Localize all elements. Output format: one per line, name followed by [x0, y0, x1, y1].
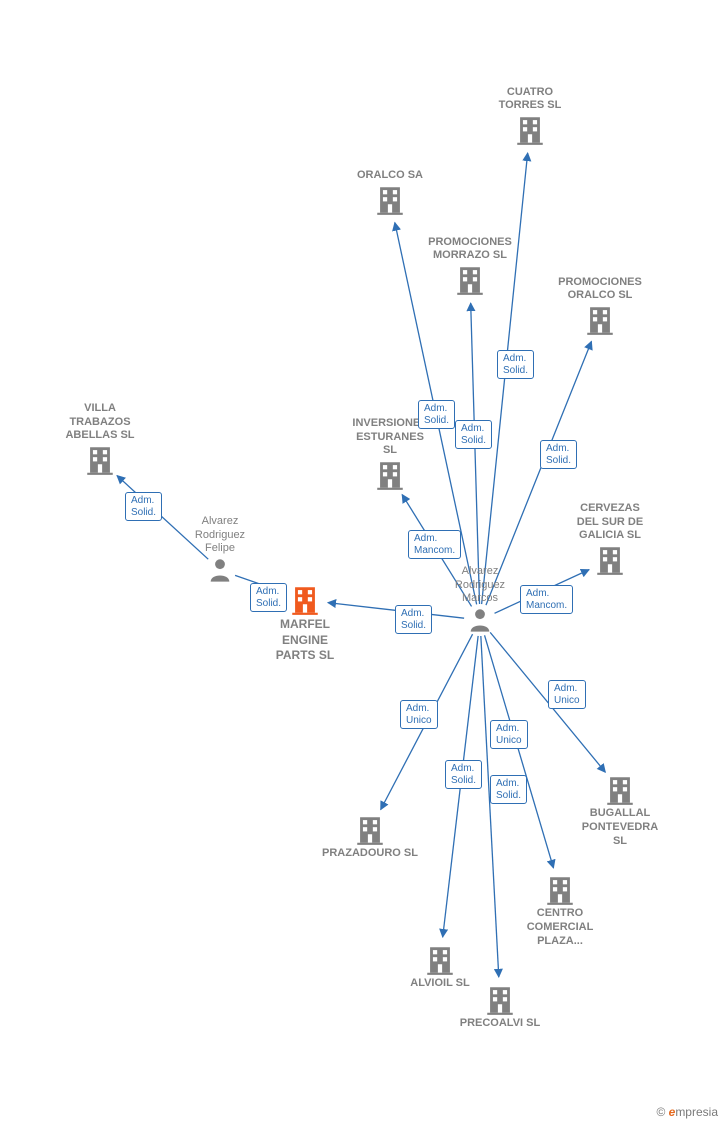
brand-logo-rest: mpresia	[675, 1105, 718, 1119]
edge-label: Adm.Unico	[400, 700, 438, 729]
building-icon	[565, 773, 675, 807]
company-node-bugallal[interactable]: BUGALLALPONTEVEDRASL	[565, 773, 675, 848]
edge-label: Adm.Unico	[548, 680, 586, 709]
edge-line	[471, 303, 480, 604]
company-node-cuatro[interactable]: CUATROTORRES SL	[475, 86, 585, 148]
edge-label: Adm.Solid.	[418, 400, 455, 429]
node-label: CENTROCOMERCIALPLAZA...	[505, 907, 615, 948]
building-icon	[335, 458, 445, 492]
edge-label: Adm.Solid.	[497, 350, 534, 379]
building-icon	[315, 813, 425, 847]
person-icon	[165, 556, 275, 584]
edge-label: Adm.Solid.	[490, 775, 527, 804]
building-icon	[555, 543, 665, 577]
building-icon	[45, 443, 155, 477]
copyright-symbol: ©	[656, 1105, 665, 1119]
node-label: PRAZADOURO SL	[315, 847, 425, 861]
building-icon	[545, 303, 655, 337]
building-icon	[415, 263, 525, 297]
edge-label: Adm.Solid.	[455, 420, 492, 449]
company-node-prazadouro[interactable]: PRAZADOURO SL	[315, 813, 425, 861]
edge-label: Adm.Solid.	[125, 492, 162, 521]
node-label: PROMOCIONESMORRAZO SL	[415, 236, 525, 264]
building-icon	[335, 183, 445, 217]
copyright-footer: © empresia	[656, 1105, 718, 1119]
company-node-morrazo[interactable]: PROMOCIONESMORRAZO SL	[415, 236, 525, 298]
edge-line	[485, 635, 554, 868]
company-node-prom_oralco[interactable]: PROMOCIONESORALCO SL	[545, 276, 655, 338]
node-label: ALVIOIL SL	[385, 977, 495, 991]
person-icon	[425, 606, 535, 634]
edge-label: Adm.Unico	[490, 720, 528, 749]
edge-label: Adm.Solid.	[445, 760, 482, 789]
edge-label: Adm.Mancom.	[520, 585, 573, 614]
node-label: AlvarezRodriguezMarcos	[425, 565, 535, 606]
node-label: VILLATRABAZOSABELLAS SL	[45, 402, 155, 443]
edge-label: Adm.Solid.	[540, 440, 577, 469]
node-label: BUGALLALPONTEVEDRASL	[565, 807, 675, 848]
node-label: MARFELENGINEPARTS SL	[250, 617, 360, 664]
node-label: CUATROTORRES SL	[475, 86, 585, 114]
building-icon	[505, 873, 615, 907]
company-node-villa[interactable]: VILLATRABAZOSABELLAS SL	[45, 402, 155, 477]
building-icon	[475, 113, 585, 147]
edge-label: Adm.Solid.	[250, 583, 287, 612]
person-node-marcos[interactable]: AlvarezRodriguezMarcos	[425, 565, 535, 634]
company-node-centro[interactable]: CENTROCOMERCIALPLAZA...	[505, 873, 615, 948]
node-label: CERVEZASDEL SUR DEGALICIA SL	[555, 502, 665, 543]
company-node-oralco_sa[interactable]: ORALCO SA	[335, 169, 445, 217]
edge-label: Adm.Solid.	[395, 605, 432, 634]
edge-line	[481, 636, 499, 977]
building-icon	[385, 943, 495, 977]
node-label: PROMOCIONESORALCO SL	[545, 276, 655, 304]
company-node-alvioil[interactable]: ALVIOIL SL	[385, 943, 495, 991]
edge-label: Adm.Mancom.	[408, 530, 461, 559]
node-label: ORALCO SA	[335, 169, 445, 183]
node-label: AlvarezRodriguezFelipe	[165, 515, 275, 556]
node-label: PRECOALVI SL	[445, 1017, 555, 1031]
person-node-felipe[interactable]: AlvarezRodriguezFelipe	[165, 515, 275, 584]
company-node-cervezas[interactable]: CERVEZASDEL SUR DEGALICIA SL	[555, 502, 665, 577]
